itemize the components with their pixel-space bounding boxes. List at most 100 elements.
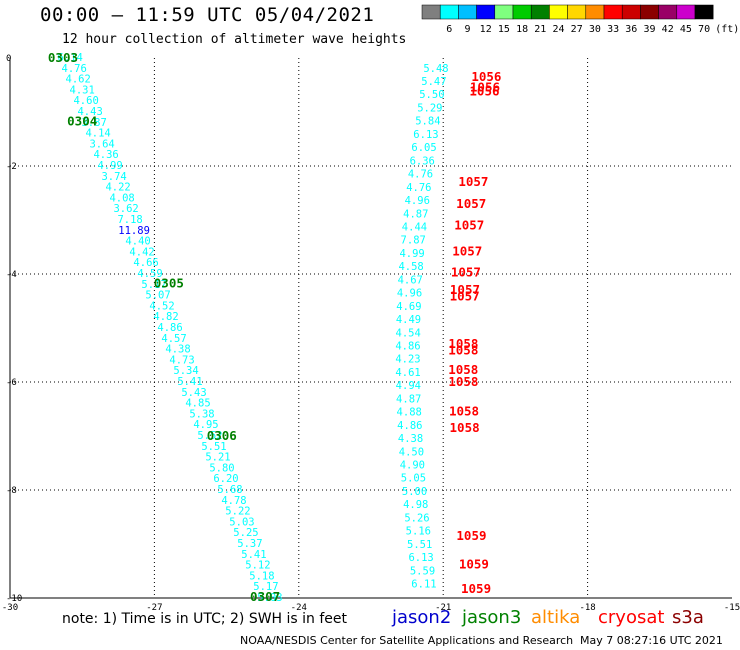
track2-time-label: 1057 — [451, 264, 481, 279]
track2-time-label: 1057 — [452, 243, 482, 258]
track1-swh-value: 5.22 — [225, 506, 250, 518]
track2-swh-value: 4.67 — [398, 274, 423, 286]
track1-swh-value: 5.25 — [233, 527, 258, 539]
track2-time-label: 1057 — [450, 282, 480, 297]
x-tick-label: -27 — [146, 603, 162, 613]
track2-swh-value: 5.47 — [421, 76, 446, 88]
track2-time-label: 1058 — [448, 336, 478, 351]
legend-unit: (ft) — [715, 24, 739, 35]
track1-swh-value: 5.37 — [237, 538, 262, 550]
y-tick-label: -4 — [6, 270, 17, 280]
track1-swh-value: 4.95 — [193, 419, 218, 431]
track2-swh-value: 4.99 — [399, 248, 424, 260]
track1-swh-value: 6.20 — [213, 473, 238, 485]
track1-time-label: 0305 — [154, 276, 184, 291]
track2-swh-value: 4.61 — [395, 367, 420, 379]
track2-swh-value: 6.13 — [408, 552, 433, 564]
track1-swh-value: 5.12 — [245, 560, 270, 572]
track1-swh-value: 4.08 — [109, 192, 134, 204]
track1-swh-value: 4.43 — [77, 106, 102, 118]
track1-swh-value: 5.51 — [201, 441, 226, 453]
legend-bin-label: 30 — [589, 24, 601, 35]
track2-time-label: 1058 — [448, 343, 478, 358]
track2-swh-value: 4.88 — [397, 407, 422, 419]
x-tick-label: -24 — [291, 603, 307, 613]
credit-line: NOAA/NESDIS Center for Satellite Applica… — [240, 634, 574, 647]
track1-time-label: 0303 — [48, 50, 78, 65]
track1-swh-value: 5.52 — [197, 430, 222, 442]
track1-swh-value: 4.73 — [169, 354, 194, 366]
track1-swh-value: 4.78 — [221, 495, 246, 507]
legend-swatch — [694, 4, 714, 20]
track1-swh-value: 3.64 — [89, 138, 114, 150]
track1-swh-value: 5.41 — [177, 376, 202, 388]
legend-bin-label: 27 — [571, 24, 583, 35]
track1-swh-value: 5.34 — [173, 365, 198, 377]
track2-swh-value: 6.05 — [411, 142, 436, 154]
legend-bin-label: 15 — [498, 24, 510, 35]
chart-title: 00:00 — 11:59 UTC 05/04/2021 — [40, 4, 375, 26]
color-legend: 6 9 12 15 18 21 24 27 30 33 36 39 42 45 70 (ft) — [421, 4, 739, 35]
track2-swh-value: 7.87 — [401, 235, 426, 247]
track2-swh-value: 5.05 — [401, 473, 426, 485]
track2-time-label: 1057 — [450, 289, 480, 304]
track1-swh-value: 5.07 — [145, 290, 170, 302]
track1-time-label: 0304 — [67, 114, 97, 129]
track2-swh-value: 4.86 — [397, 420, 422, 432]
track2-swh-value: 4.87 — [396, 393, 421, 405]
track2-swh-value: 4.49 — [396, 314, 421, 326]
track2-swh-value: 4.87 — [403, 208, 428, 220]
track2-swh-value: 4.98 — [403, 499, 428, 511]
track2-swh-value: 4.44 — [402, 221, 427, 233]
track1-swh-value: 3.87 — [81, 117, 106, 129]
track1-time-label: 0306 — [207, 428, 237, 443]
track1-swh-value: 4.14 — [85, 128, 110, 140]
legend-bin-label: 42 — [662, 24, 674, 35]
track1-swh-value: 4.82 — [153, 311, 178, 323]
track1-swh-value: 5.21 — [205, 452, 230, 464]
track2-time-label: 1058 — [448, 362, 478, 377]
track2-swh-value: 4.50 — [399, 446, 424, 458]
track2-swh-value: 6.13 — [413, 129, 438, 141]
track2-time-label: 1057 — [454, 217, 484, 232]
track2-swh-value: 4.96 — [397, 288, 422, 300]
track2-swh-value: 4.76 — [406, 182, 431, 194]
track2-swh-value: 4.54 — [396, 327, 421, 339]
track1-swh-value: 3.74 — [101, 171, 126, 183]
track1-swh-value: 6.14 — [58, 52, 83, 64]
track2-time-label: 1059 — [461, 581, 491, 596]
chart-subtitle: 12 hour collection of altimeter wave hei… — [62, 32, 407, 47]
track1-swh-value: 4.85 — [185, 398, 210, 410]
legend-bin-label: 45 — [680, 24, 692, 35]
track2-swh-value: 4.23 — [395, 354, 420, 366]
legend-altika: altika — [531, 607, 581, 628]
track1-swh-value: 4.99 — [97, 160, 122, 172]
track2-time-label: 1059 — [459, 557, 489, 572]
track2-time-label: 1057 — [458, 174, 488, 189]
legend-bin-label: 70 — [698, 24, 710, 35]
track1-swh-value: 3.62 — [113, 203, 138, 215]
track1-swh-value: 7.18 — [117, 214, 142, 226]
track1-swh-value: 4.86 — [157, 322, 182, 334]
track1-swh-value: 4.36 — [93, 149, 118, 161]
track1-time-label: 0307 — [250, 589, 280, 604]
track2-swh-value: 4.69 — [396, 301, 421, 313]
track1-swh-value: 5.18 — [249, 570, 274, 582]
track2-time-label: 1058 — [449, 404, 479, 419]
track2-swh-value: 4.86 — [395, 340, 420, 352]
y-tick-label: -10 — [6, 594, 22, 604]
legend-jason3: jason3 — [462, 607, 522, 628]
track2-swh-value: 4.94 — [396, 380, 421, 392]
track2-swh-value: 5.00 — [402, 486, 427, 498]
track1-swh-value: 5.80 — [209, 462, 234, 474]
track1-swh-value: 4.31 — [70, 84, 95, 96]
legend-cryosat: cryosat — [598, 607, 665, 628]
track2-swh-value: 5.26 — [404, 512, 429, 524]
track1-swh-value: 5.68 — [217, 484, 242, 496]
track1-swh-value: 5.17 — [141, 279, 166, 291]
track1-swh-value: 5.03 — [229, 516, 254, 528]
track1-swh-value: 5.38 — [189, 408, 214, 420]
track1-swh-value: 4.40 — [125, 236, 150, 248]
track2-swh-value: 5.51 — [407, 539, 432, 551]
